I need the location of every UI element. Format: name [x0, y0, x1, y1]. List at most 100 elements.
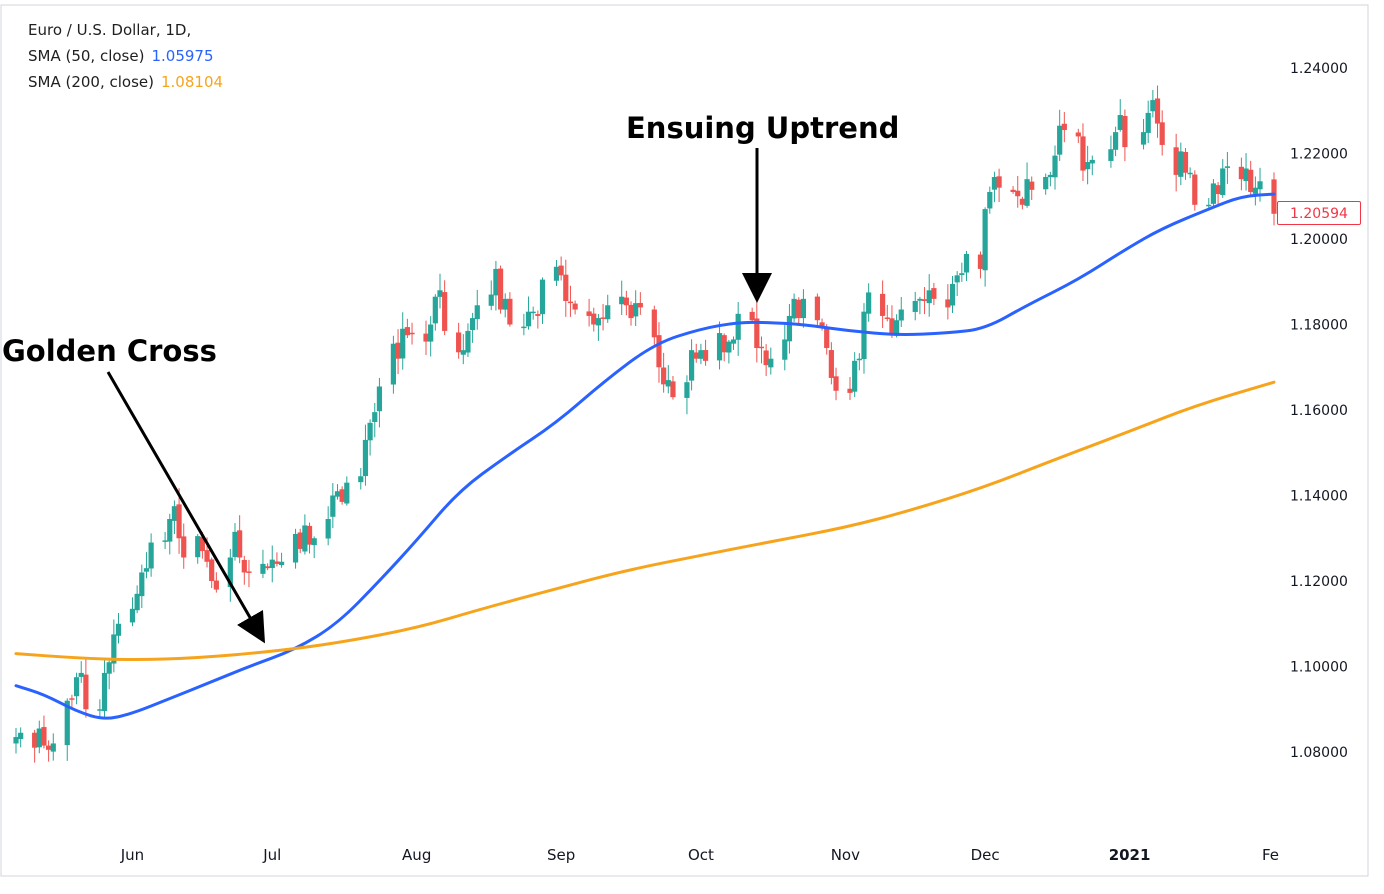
sma200-legend-row: SMA (200, close) 1.08104 [28, 69, 223, 95]
candle [460, 334, 466, 365]
candle [889, 305, 895, 338]
candle [702, 339, 709, 366]
candle [143, 552, 150, 579]
y-tick-label: 1.14000 [1290, 489, 1348, 505]
candle-body [670, 381, 676, 398]
candle [791, 293, 797, 322]
candle [665, 365, 671, 394]
candle [1080, 123, 1086, 182]
candle [404, 318, 410, 339]
candle-body [325, 519, 331, 539]
candle [721, 333, 727, 362]
candle-body [1257, 181, 1263, 190]
candle [726, 339, 732, 364]
candle [931, 282, 937, 306]
x-tick-label: Fe [1262, 846, 1279, 864]
candle [306, 522, 313, 554]
candle-body [1238, 166, 1244, 180]
candle-body [735, 313, 741, 340]
candle [423, 320, 429, 356]
candle [1015, 176, 1021, 208]
candle-body [488, 294, 494, 306]
sma200-legend-label: SMA (200, close) [28, 73, 154, 91]
candle-body [442, 292, 448, 331]
candle [78, 661, 84, 683]
candle [1024, 162, 1030, 208]
candle-body [991, 177, 998, 190]
candle-body [176, 504, 182, 539]
candle [605, 294, 611, 323]
candle-body [1192, 174, 1198, 205]
candle [628, 301, 634, 326]
candle [442, 280, 448, 336]
candle [195, 534, 201, 564]
candle [493, 260, 499, 311]
sma200-line [14, 380, 1276, 662]
symbol-title: Euro / U.S. Dollar, 1D, [28, 21, 192, 39]
candle-body [628, 304, 634, 319]
candle [698, 343, 704, 365]
candle [344, 476, 350, 506]
sma50-line [14, 192, 1276, 720]
candle [633, 290, 639, 327]
candle [507, 292, 513, 327]
x-tick-label: Jul [262, 846, 281, 864]
candle [945, 284, 951, 320]
candle-body [866, 292, 872, 314]
candle-body [553, 266, 560, 281]
candle [917, 296, 923, 315]
candle [991, 171, 998, 203]
candle-body [977, 254, 984, 269]
sma50-legend-value: 1.05975 [151, 47, 214, 65]
candle [758, 336, 765, 364]
candle [246, 559, 252, 588]
candle-body [796, 299, 802, 319]
candle-body [232, 531, 238, 558]
candle [69, 694, 75, 707]
candle [814, 293, 820, 328]
candle-body [833, 376, 839, 391]
candle [539, 277, 546, 324]
candle-body [945, 299, 951, 308]
candle-body [894, 320, 900, 336]
candle-body [111, 634, 117, 664]
candle [1057, 109, 1063, 161]
candle-body [600, 317, 606, 319]
candle [111, 619, 117, 673]
candle-body [460, 350, 466, 355]
candle-body [889, 318, 895, 336]
candle-body [78, 672, 84, 677]
candle [311, 536, 317, 559]
candle-body [852, 360, 858, 392]
candle-body [106, 662, 112, 674]
candle [162, 531, 168, 550]
candle [97, 699, 103, 718]
sma50-legend-row: SMA (50, close) 1.05975 [28, 43, 223, 69]
candle-body [917, 298, 923, 301]
candle [265, 563, 271, 571]
candle-body [465, 330, 471, 353]
candle [1182, 148, 1189, 180]
candle [1220, 159, 1226, 198]
candle-body [115, 623, 122, 636]
candle-body [782, 339, 788, 360]
candle-body [1122, 115, 1128, 148]
candle [716, 321, 723, 370]
candle [148, 533, 154, 577]
candle [1019, 196, 1025, 210]
candle [432, 294, 438, 331]
candle-body [1145, 112, 1151, 133]
candle [651, 305, 657, 345]
candle [572, 300, 578, 315]
candle-body [306, 525, 313, 545]
y-tick-label: 1.18000 [1290, 318, 1348, 334]
candle [18, 727, 24, 748]
candle-body [595, 318, 602, 326]
candle-body [1052, 155, 1058, 178]
candle-body [726, 341, 732, 353]
candle-body [586, 311, 592, 316]
candle [1192, 170, 1198, 211]
candle-body [786, 315, 793, 342]
candle-body [702, 350, 709, 361]
